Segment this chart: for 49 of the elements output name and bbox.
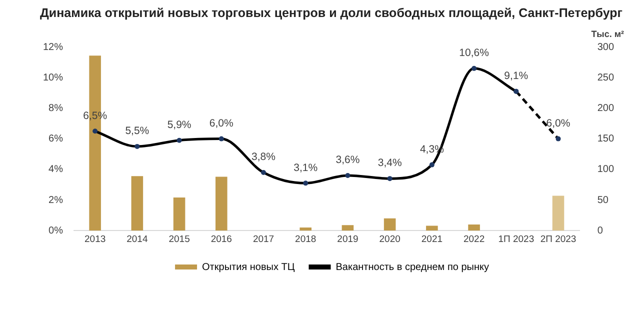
y2-tick-label: 300 xyxy=(597,42,614,53)
x-tick-label: 2П 2023 xyxy=(540,234,576,245)
legend-label: Вакантность в среднем по рынку xyxy=(336,262,489,273)
bar xyxy=(131,176,144,231)
x-tick-label: 2020 xyxy=(379,234,400,245)
data-label: 9,1% xyxy=(504,70,528,82)
bar xyxy=(342,225,354,231)
data-label: 3,6% xyxy=(336,154,360,166)
bar xyxy=(216,176,228,231)
y-tick-label: 10% xyxy=(43,72,64,84)
x-tick-label: 2019 xyxy=(337,234,358,245)
bar xyxy=(468,224,480,231)
x-tick-label: 2014 xyxy=(126,234,148,245)
y-tick-label: 8% xyxy=(48,102,64,114)
data-label: 3,4% xyxy=(378,157,402,170)
bar xyxy=(426,226,438,231)
y-tick-label: 0% xyxy=(48,225,64,236)
data-label: 6,0% xyxy=(546,117,570,130)
data-label: 6,0% xyxy=(209,117,234,130)
y2-axis-title: Тыс. м² xyxy=(591,28,624,39)
bar xyxy=(552,196,564,231)
data-label: 3,8% xyxy=(252,151,276,164)
data-label: 3,1% xyxy=(294,162,318,174)
y-tick-label: 4% xyxy=(48,164,64,176)
x-tick-label: 2021 xyxy=(421,234,443,245)
x-tick-label: 2017 xyxy=(252,234,274,245)
data-label: 10,6% xyxy=(459,47,489,60)
y2-tick-label: 150 xyxy=(597,134,614,145)
bar xyxy=(384,218,396,231)
chart-title: Динамика открытий новых торговых центров и доли свободных площадей, Санкт-Петербург xyxy=(40,6,622,20)
x-tick-label: 2015 xyxy=(168,234,190,245)
x-tick-label: 2016 xyxy=(210,234,232,245)
x-tick-label: 2022 xyxy=(463,234,485,245)
y-tick-label: 6% xyxy=(48,134,64,145)
x-tick-label: 1П 2023 xyxy=(498,234,534,245)
y2-tick-label: 0 xyxy=(597,225,604,236)
y2-tick-label: 100 xyxy=(597,164,614,176)
x-tick-label: 2013 xyxy=(84,234,106,245)
y2-tick-label: 250 xyxy=(597,72,614,84)
x-tick-label: 2018 xyxy=(295,234,316,245)
y-tick-label: 2% xyxy=(48,194,64,206)
y2-tick-label: 50 xyxy=(597,194,609,206)
data-label: 5,5% xyxy=(125,125,150,138)
bar xyxy=(173,198,186,231)
y2-tick-label: 200 xyxy=(597,102,614,114)
legend-label: Открытия новых ТЦ xyxy=(202,262,296,273)
y-tick-label: 12% xyxy=(43,42,64,53)
data-label: 5,9% xyxy=(167,118,192,131)
bar xyxy=(300,228,312,231)
